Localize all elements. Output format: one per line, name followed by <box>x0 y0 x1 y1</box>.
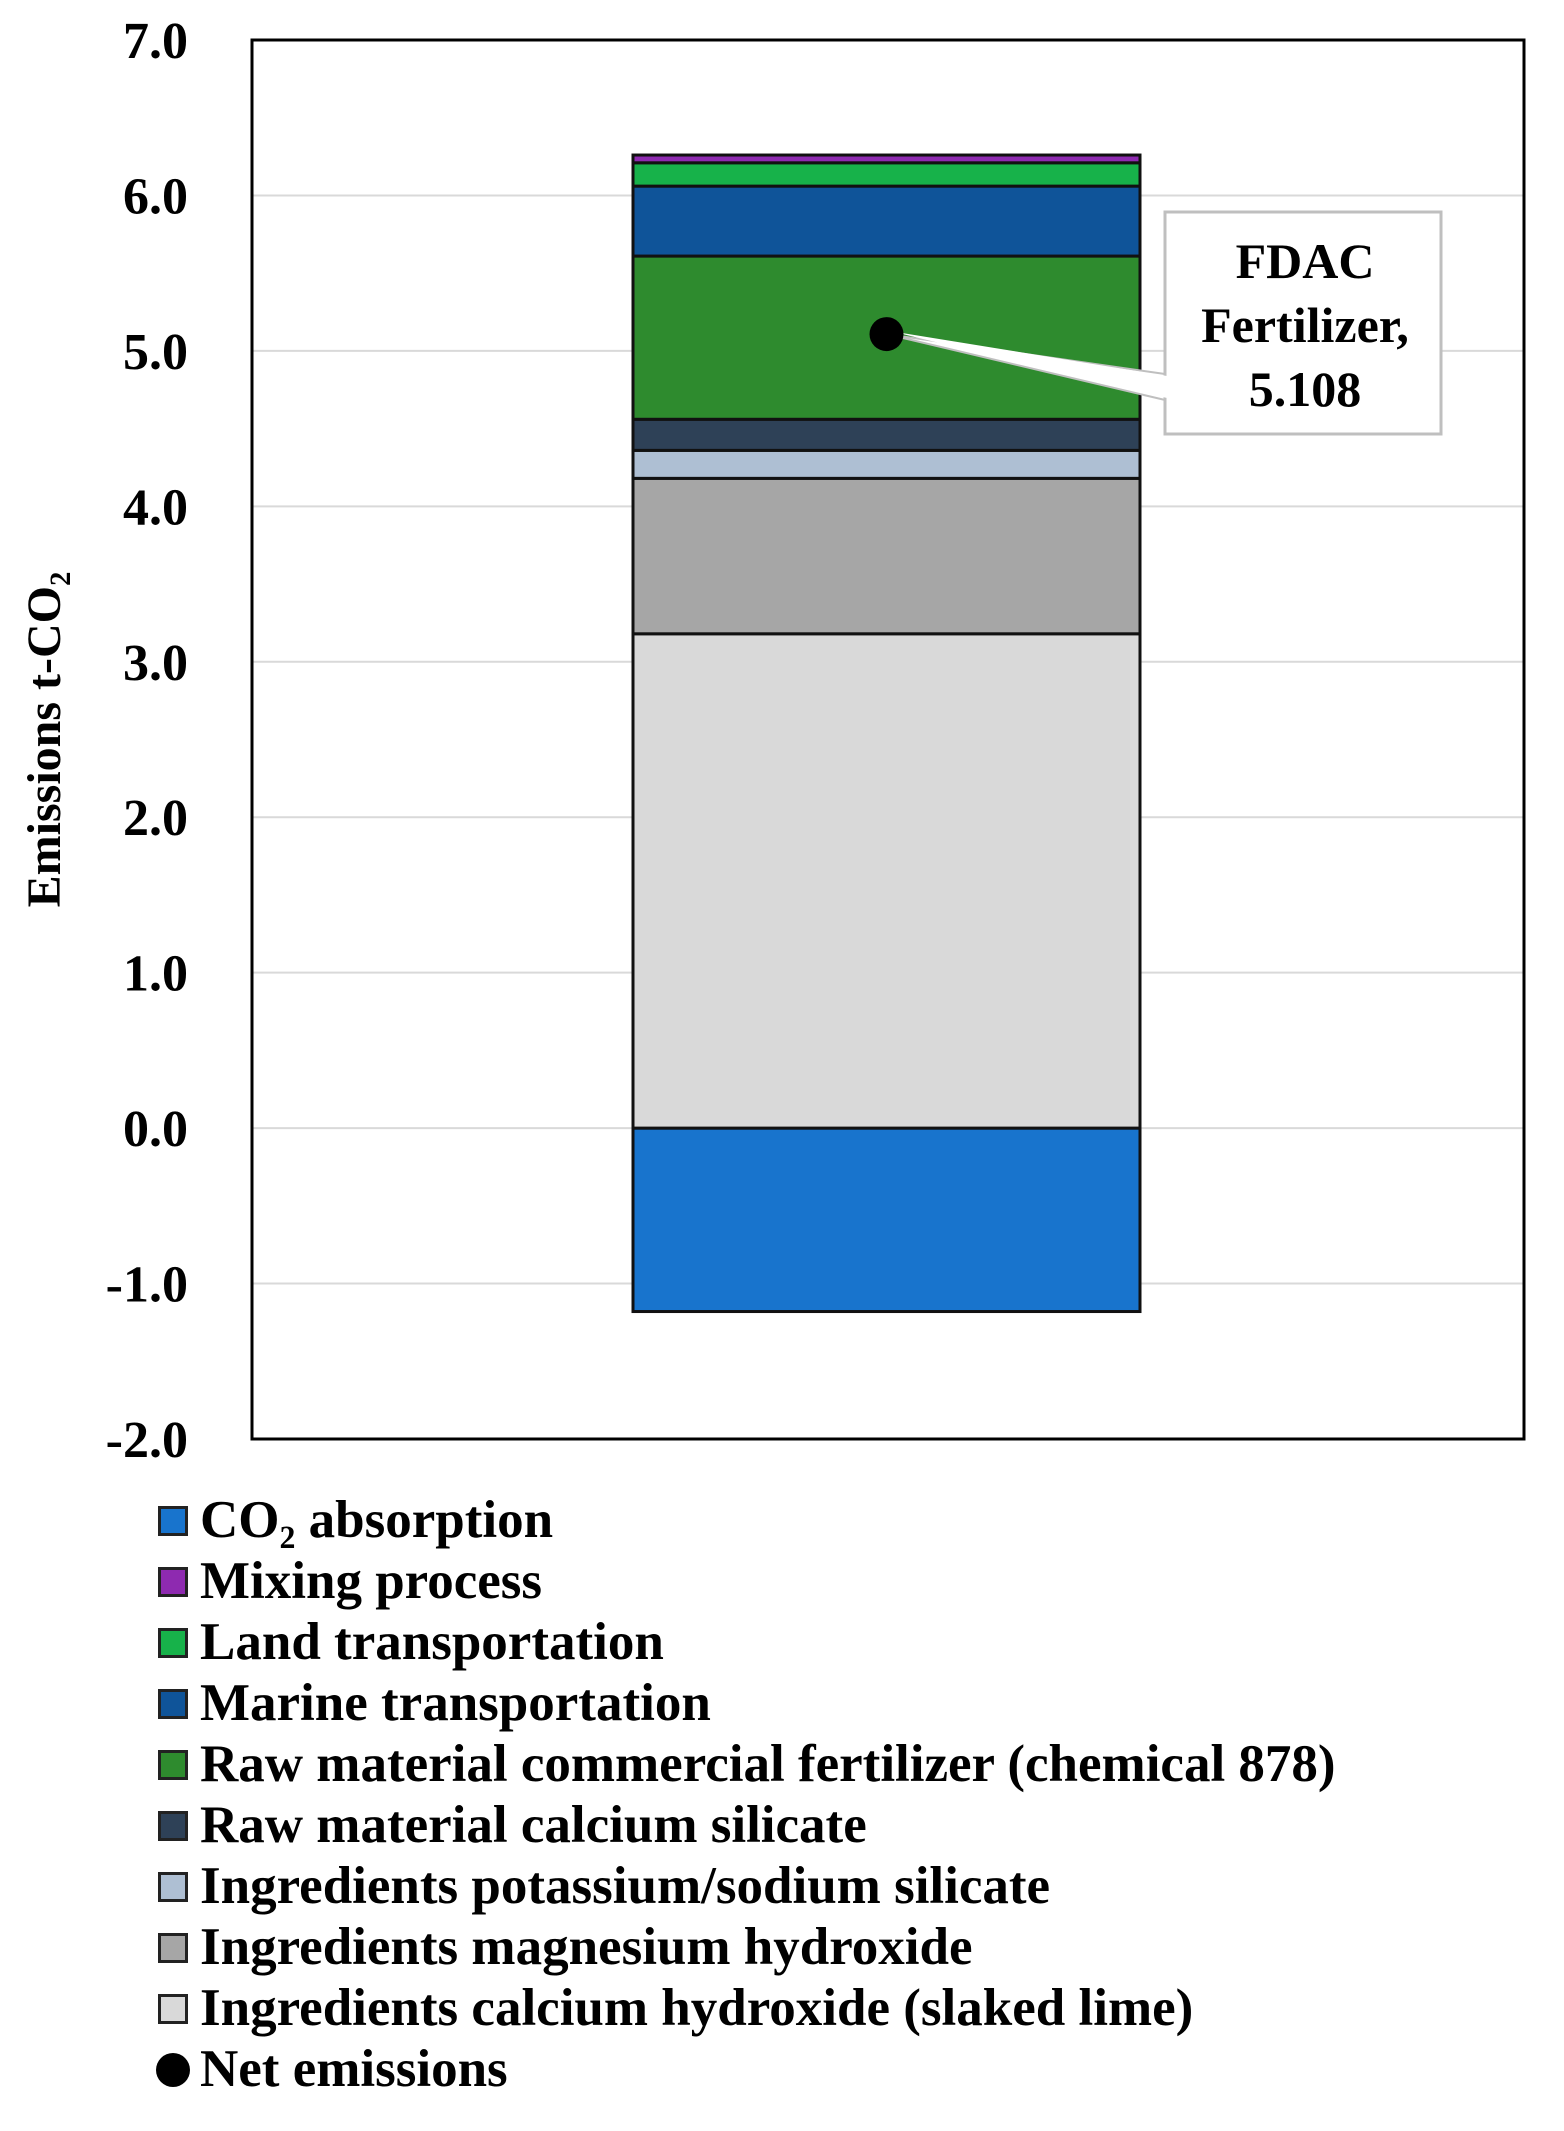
y-axis-ticks: -2.0 -1.0 0.0 1.0 2.0 3.0 4.0 5.0 6.0 7.0 <box>106 13 188 1469</box>
net-emissions-callout: FDAC Fertilizer, 5.108 <box>869 210 1443 436</box>
bar-segment-marine-transportation <box>631 184 1142 258</box>
legend-swatch <box>158 1810 188 1841</box>
legend-label: Ingredients potassium/sodium silicate <box>200 1857 1051 1915</box>
callout-box <box>1163 210 1443 436</box>
legend-label: Raw material calcium silicate <box>200 1796 867 1854</box>
legend-item: Ingredients calcium hydroxide (slaked li… <box>158 1978 1336 2039</box>
bar-segment-ingredients-magnesium-hydroxide <box>631 476 1142 636</box>
legend-swatch <box>158 1688 188 1719</box>
legend-swatch <box>158 1993 188 2024</box>
legend-swatch <box>158 1566 188 1597</box>
legend-item: Marine transportation <box>158 1673 1336 1734</box>
legend-item: Land transportation <box>158 1612 1336 1673</box>
legend-item: Net emissions <box>156 2039 1336 2100</box>
net-emissions-marker <box>869 317 904 352</box>
y-tick-label: 1.0 <box>123 946 188 1003</box>
legend-swatch <box>158 1871 188 1902</box>
bar-segment-co-absorption <box>631 1126 1142 1314</box>
legend-swatch <box>158 1505 188 1536</box>
legend-label: Raw material commercial fertilizer (chem… <box>200 1735 1336 1793</box>
legend-swatch <box>158 1932 188 1963</box>
bar-segment-mixing-process <box>631 153 1142 165</box>
plot-area-frame <box>250 38 1526 1441</box>
callout-text-line: FDAC <box>1236 233 1375 289</box>
y-tick-label: 0.0 <box>123 1101 188 1158</box>
legend-item: Ingredients potassium/sodium silicate <box>158 1856 1336 1917</box>
bar-segment-raw-material-calcium-silicate <box>631 417 1142 452</box>
legend-dot-marker <box>156 2052 190 2087</box>
y-tick-label: 7.0 <box>123 13 188 70</box>
legend-item: CO₂ absorption <box>158 1490 1336 1551</box>
legend-label: Ingredients magnesium hydroxide <box>200 1918 973 1976</box>
legend-label: Marine transportation <box>200 1674 711 1732</box>
legend-item: Ingredients magnesium hydroxide <box>158 1917 1336 1978</box>
y-axis-title: Emissions t-CO₂ <box>18 572 71 908</box>
y-tick-label: 2.0 <box>123 790 188 847</box>
legend-item: Raw material commercial fertilizer (chem… <box>158 1734 1336 1795</box>
stacked-bar-chart: -2.0 -1.0 0.0 1.0 2.0 3.0 4.0 5.0 6.0 7.0 Emissio… <box>18 13 1526 1469</box>
legend: CO₂ absorption Mixing process Land transpo… <box>156 1490 1336 2100</box>
y-tick-label: 5.0 <box>123 324 188 381</box>
y-tick-label: 4.0 <box>123 479 188 536</box>
legend-swatch <box>158 1627 188 1658</box>
legend-label: Mixing process <box>200 1552 543 1610</box>
bar-segment-ingredients-calcium-hydroxide-slaked-lime <box>631 632 1142 1130</box>
legend-label: Net emissions <box>200 2040 508 2098</box>
callout-text-line: Fertilizer, <box>1201 297 1409 353</box>
bar-segments <box>631 153 1142 1314</box>
bar-segment-ingredients-potassium-sodium-silicate <box>631 448 1142 480</box>
y-tick-label: 3.0 <box>123 635 188 692</box>
bar-segment-land-transportation <box>631 161 1142 188</box>
y-tick-label: 6.0 <box>123 168 188 225</box>
callout-pointer-fill <box>890 331 1167 398</box>
legend-swatch <box>158 1749 188 1780</box>
legend-label: CO₂ absorption <box>200 1491 554 1549</box>
legend-item: Mixing process <box>158 1551 1336 1612</box>
legend-item: Raw material calcium silicate <box>158 1795 1336 1856</box>
legend-label: Land transportation <box>200 1613 664 1671</box>
legend-label: Ingredients calcium hydroxide (slaked li… <box>200 1979 1194 2037</box>
y-tick-label: -2.0 <box>106 1412 188 1469</box>
callout-text-line: 5.108 <box>1249 361 1362 417</box>
y-tick-label: -1.0 <box>106 1257 188 1314</box>
